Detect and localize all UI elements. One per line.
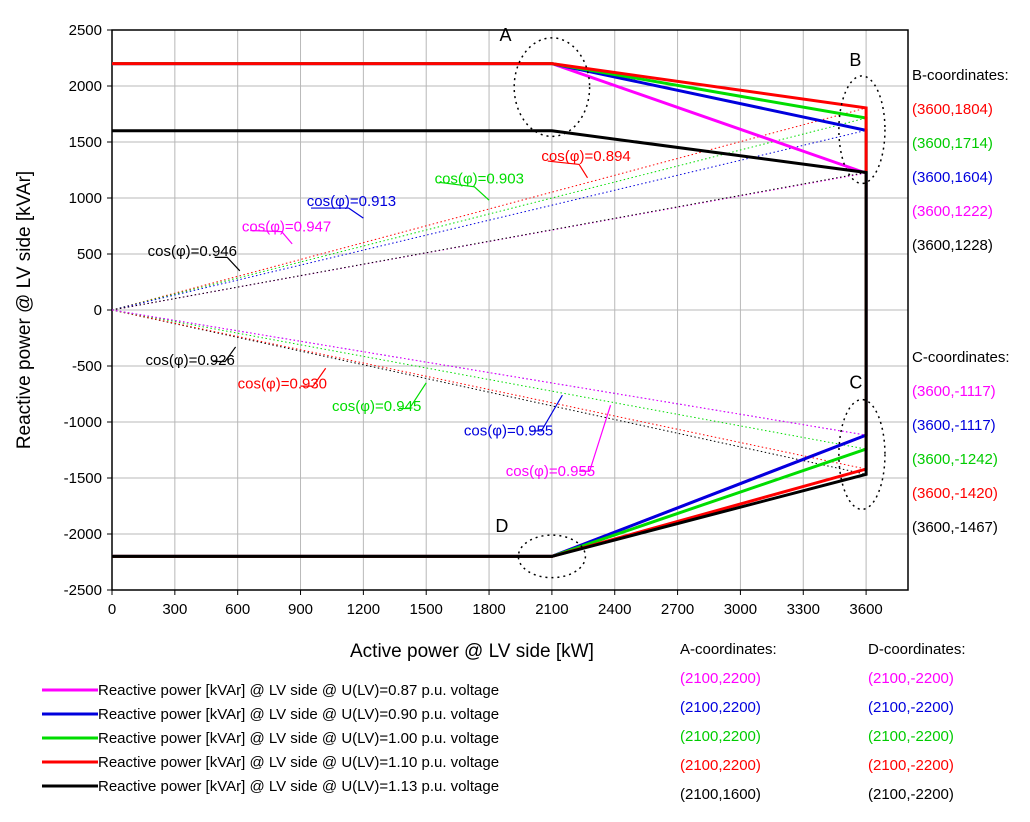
y-tick-label: -1500 bbox=[64, 470, 102, 487]
annotation-label: cos(φ)=0.955 bbox=[506, 463, 595, 480]
legend-entry: Reactive power [kVAr] @ LV side @ U(LV)=… bbox=[98, 778, 499, 795]
y-axis-label: Reactive power @ LV side [kVAr] bbox=[14, 171, 35, 449]
coordinate-value: (2100,-2200) bbox=[868, 786, 954, 803]
x-tick-label: 0 bbox=[108, 601, 116, 618]
y-tick-label: -500 bbox=[72, 358, 102, 375]
x-tick-label: 600 bbox=[225, 601, 250, 618]
annotation-label: cos(φ)=0.894 bbox=[541, 148, 630, 165]
coordinate-value: (3600,-1117) bbox=[912, 383, 996, 400]
y-tick-label: 1500 bbox=[69, 134, 102, 151]
x-tick-label: 2100 bbox=[535, 601, 568, 618]
y-tick-label: 2000 bbox=[69, 78, 102, 95]
region-letter: B bbox=[849, 50, 861, 70]
coordinate-value: (3600,-1467) bbox=[912, 519, 998, 536]
x-tick-label: 1500 bbox=[410, 601, 443, 618]
coordinates-title: C-coordinates: bbox=[912, 349, 1010, 366]
coordinate-value: (2100,-2200) bbox=[868, 757, 954, 774]
coordinate-value: (3600,1604) bbox=[912, 169, 993, 186]
annotation-label: cos(φ)=0.903 bbox=[435, 170, 524, 187]
legend-entry: Reactive power [kVAr] @ LV side @ U(LV)=… bbox=[98, 682, 499, 699]
x-tick-label: 2400 bbox=[598, 601, 631, 618]
annotation-label: cos(φ)=0.945 bbox=[332, 398, 421, 415]
y-tick-label: 1000 bbox=[69, 190, 102, 207]
legend: Reactive power [kVAr] @ LV side @ U(LV)=… bbox=[42, 682, 499, 795]
y-tick-label: 2500 bbox=[69, 22, 102, 39]
coordinate-value: (2100,-2200) bbox=[868, 728, 954, 745]
annotation-label: cos(φ)=0.930 bbox=[238, 375, 327, 392]
coordinate-value: (3600,-1420) bbox=[912, 485, 998, 502]
x-tick-label: 3000 bbox=[724, 601, 757, 618]
x-tick-label: 2700 bbox=[661, 601, 694, 618]
coordinates-title: A-coordinates: bbox=[680, 641, 777, 658]
coordinate-value: (2100,2200) bbox=[680, 670, 761, 687]
coordinate-value: (2100,2200) bbox=[680, 757, 761, 774]
coordinate-value: (3600,-1117) bbox=[912, 417, 996, 434]
x-tick-label: 900 bbox=[288, 601, 313, 618]
coordinates-title: D-coordinates: bbox=[868, 641, 966, 658]
coordinate-value: (3600,1714) bbox=[912, 135, 993, 152]
y-tick-label: -1000 bbox=[64, 414, 102, 431]
coordinate-value: (3600,-1242) bbox=[912, 451, 998, 468]
annotation-label: cos(φ)=0.947 bbox=[242, 219, 331, 236]
coordinates-title: B-coordinates: bbox=[912, 67, 1009, 84]
coordinate-value: (2100,-2200) bbox=[868, 699, 954, 716]
coordinate-value: (2100,2200) bbox=[680, 728, 761, 745]
coordinate-value: (2100,1600) bbox=[680, 786, 761, 803]
annotation-label: cos(φ)=0.926 bbox=[146, 352, 235, 369]
legend-entry: Reactive power [kVAr] @ LV side @ U(LV)=… bbox=[98, 754, 499, 771]
y-tick-label: -2500 bbox=[64, 582, 102, 599]
x-tick-label: 3600 bbox=[849, 601, 882, 618]
annotation-label: cos(φ)=0.946 bbox=[148, 243, 237, 260]
coordinate-value: (3600,1222) bbox=[912, 203, 993, 220]
region-letter: D bbox=[495, 516, 508, 536]
coordinate-value: (3600,1804) bbox=[912, 101, 993, 118]
y-tick-label: 500 bbox=[77, 246, 102, 263]
legend-entry: Reactive power [kVAr] @ LV side @ U(LV)=… bbox=[98, 706, 499, 723]
region-letter: C bbox=[849, 372, 862, 392]
y-tick-label: -2000 bbox=[64, 526, 102, 543]
annotation-label: cos(φ)=0.913 bbox=[307, 193, 396, 210]
x-tick-label: 3300 bbox=[787, 601, 820, 618]
axis-ticks: 0 300 600 900 1200 1500 1800 2100 2400 2700 3000 33… bbox=[64, 22, 883, 618]
annotation-leader bbox=[579, 405, 610, 471]
coordinate-value: (2100,-2200) bbox=[868, 670, 954, 687]
x-axis-label: Active power @ LV side [kW] bbox=[350, 641, 594, 662]
region-markers: A B C D bbox=[495, 25, 885, 577]
x-tick-label: 300 bbox=[162, 601, 187, 618]
x-tick-label: 1200 bbox=[347, 601, 380, 618]
x-tick-label: 1800 bbox=[472, 601, 505, 618]
coordinate-value: (2100,2200) bbox=[680, 699, 761, 716]
annotation-label: cos(φ)=0.955 bbox=[464, 422, 553, 439]
region-letter: A bbox=[500, 25, 512, 45]
coordinate-value: (3600,1228) bbox=[912, 237, 993, 254]
legend-entry: Reactive power [kVAr] @ LV side @ U(LV)=… bbox=[98, 730, 499, 747]
y-tick-label: 0 bbox=[94, 302, 102, 319]
